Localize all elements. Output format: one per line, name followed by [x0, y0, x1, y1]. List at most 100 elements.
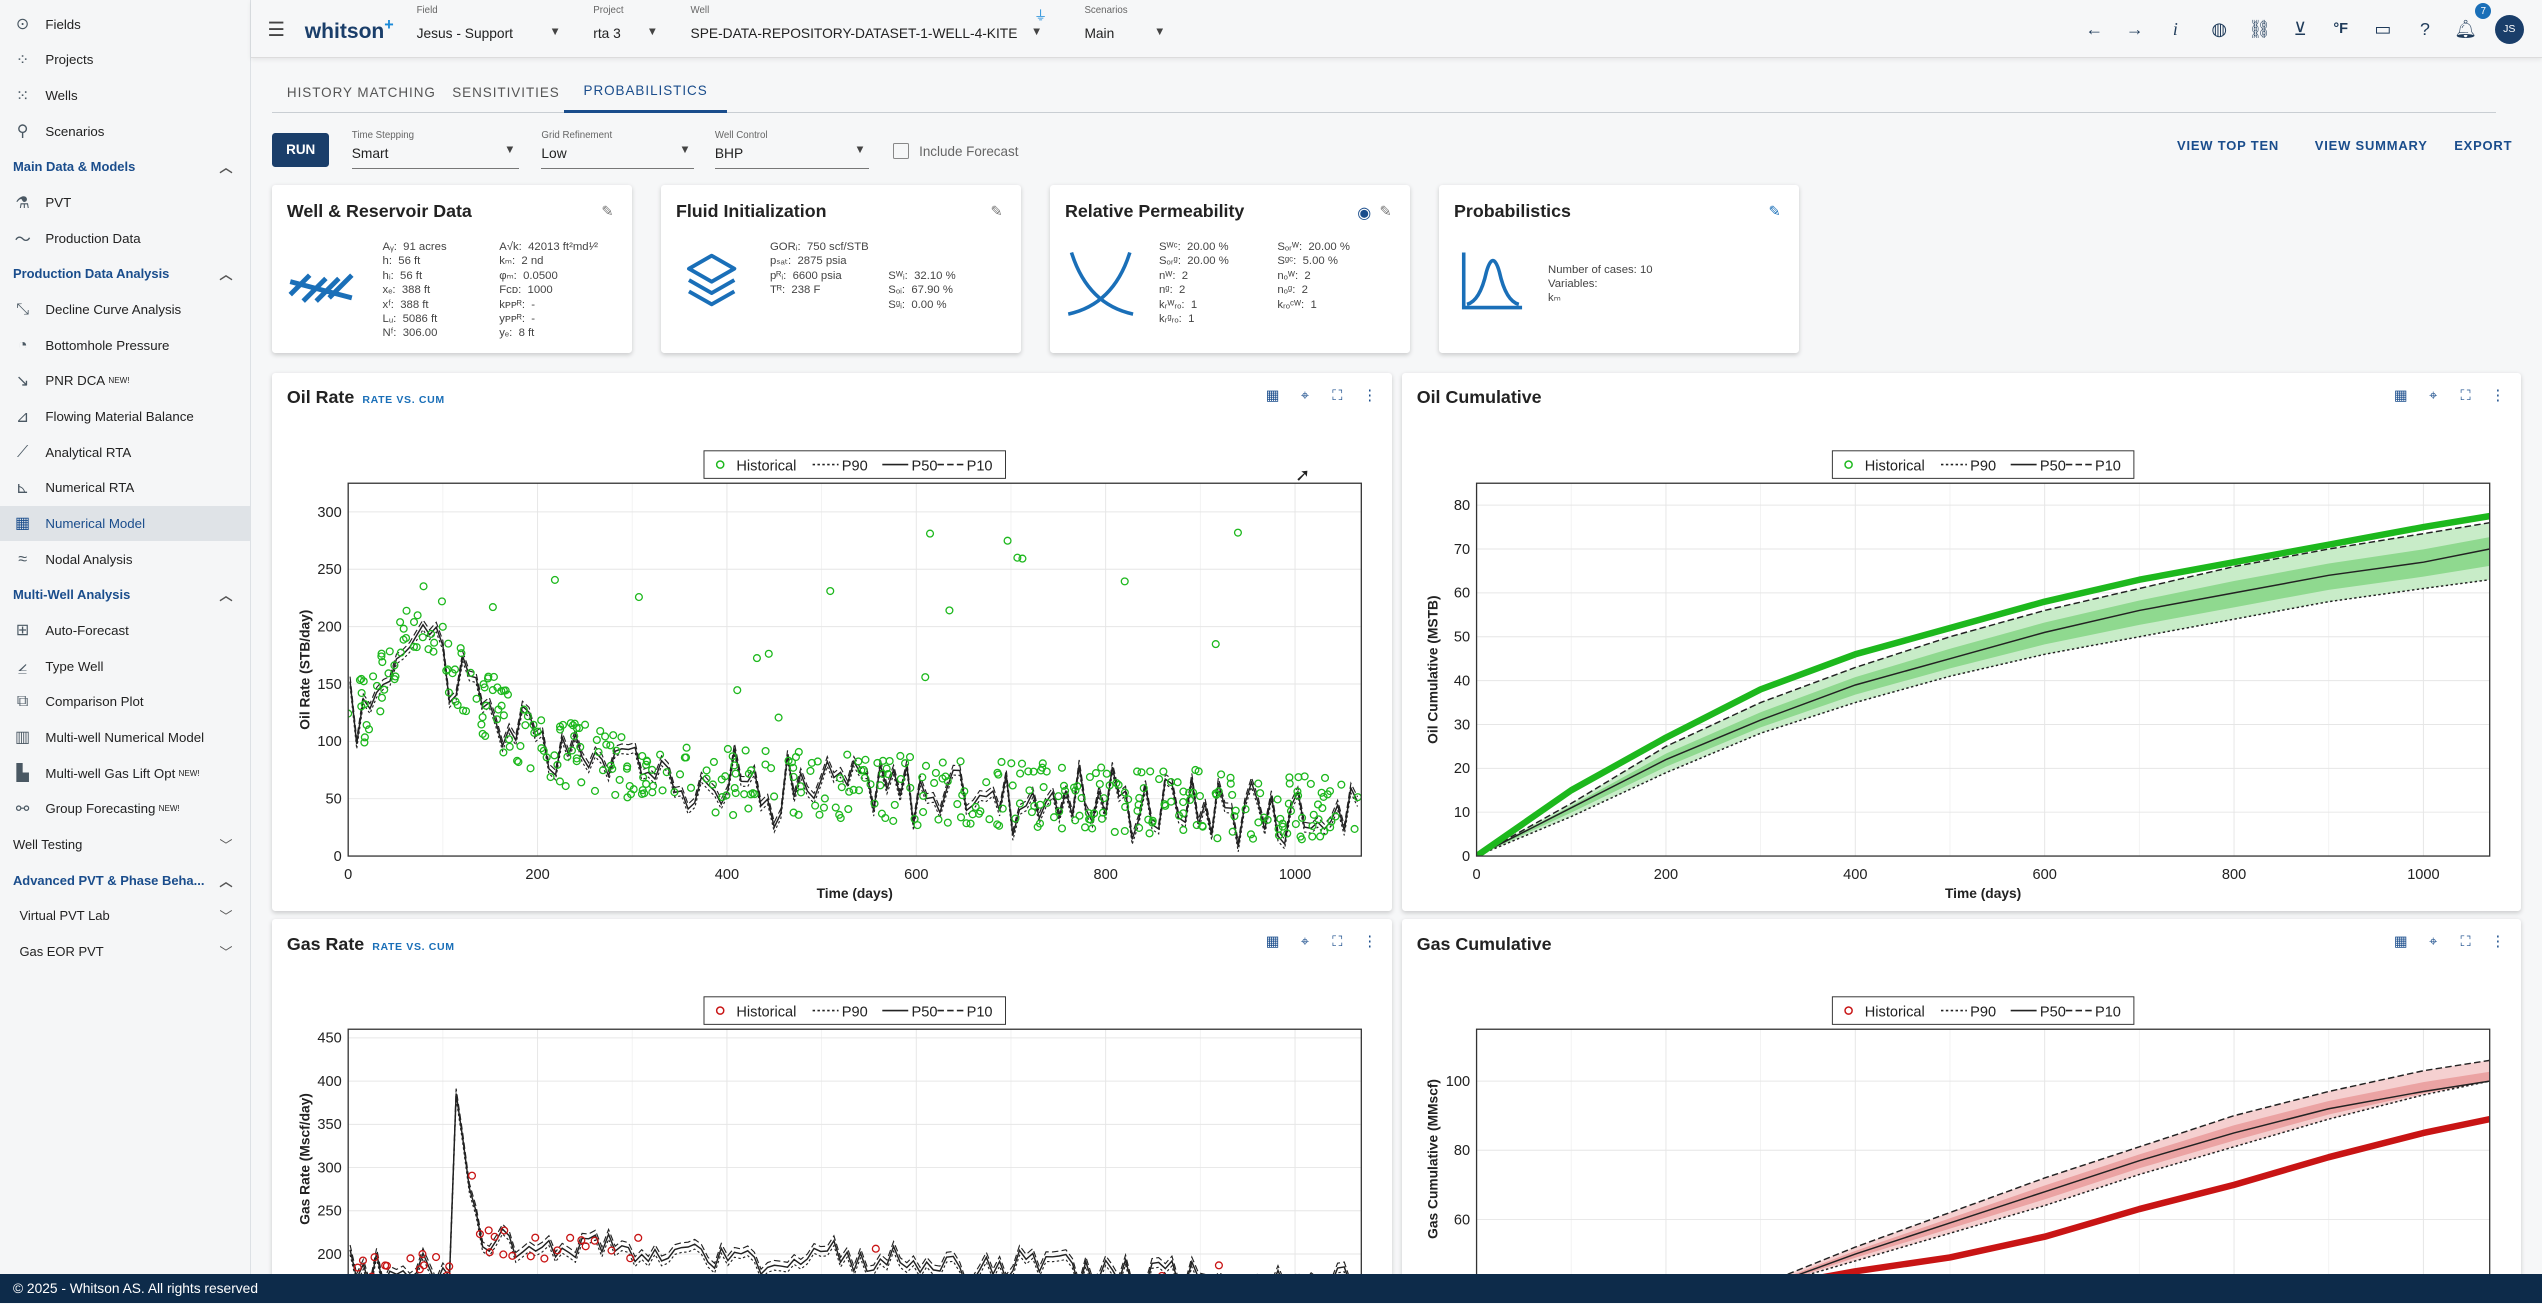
historical-point — [634, 1233, 643, 1242]
sidebar-item-numerical-model[interactable]: ▦ Numerical Model — [0, 505, 251, 542]
project-select[interactable]: Project rta 3 ▼ — [593, 4, 658, 41]
forward-arrow-icon[interactable]: → — [2125, 18, 2144, 39]
tab-sensitivities[interactable]: SENSITIVITIES — [452, 84, 560, 100]
info-icon[interactable]: i — [2172, 18, 2178, 39]
historical-point — [594, 747, 603, 756]
crosshair-icon[interactable]: ⌖ — [1300, 387, 1310, 404]
oil-cumulative-chart[interactable]: 0 200 400 600 800 1000 Time (days) 0 10 20 30 40 50 6… — [1402, 373, 2520, 911]
historical-point — [656, 750, 665, 759]
sidebar-item-numerical-rta[interactable]: ⊾ Numerical RTA — [0, 470, 250, 506]
units-toggle[interactable]: °F — [2333, 21, 2349, 38]
field-select[interactable]: Field Jesus - Support ▼ — [416, 4, 561, 41]
fullscreen-icon[interactable]: ⛶ — [2460, 933, 2471, 950]
table-icon[interactable]: ▦ — [2393, 388, 2408, 404]
sidebar-item-pvt[interactable]: ⚗ PVT — [0, 185, 250, 221]
crosshair-icon[interactable]: ⌖ — [1300, 933, 1310, 950]
table-icon[interactable]: ▦ — [1265, 388, 1280, 404]
sidebar-item-production-data[interactable]: 〜 Production Data — [0, 220, 250, 256]
fullscreen-icon[interactable]: ⛶ — [1332, 933, 1343, 950]
view-top-ten-button[interactable]: VIEW TOP TEN — [2177, 137, 2280, 153]
sidebar-item-bhp[interactable]: ◔ Bottomhole Pressure — [0, 327, 250, 363]
historical-point — [581, 1242, 591, 1251]
section-main-data[interactable]: Main Data & Models ︿ — [12, 159, 233, 176]
oil-rate-chart[interactable]: 0 200 400 600 800 1000 Time (days) 0 50 100 150 200… — [272, 373, 1392, 911]
section-multi-well[interactable]: Multi-Well Analysis ︿ — [12, 587, 233, 604]
sidebar-item-fmb[interactable]: ⊿ Flowing Material Balance — [0, 399, 250, 435]
x-axis-label: Time (days) — [817, 886, 893, 901]
well-control-select[interactable]: Well Control BHP ▼ — [714, 130, 869, 169]
sidebar-item-dca[interactable]: ⤡ Decline Curve Analysis — [0, 292, 250, 328]
time-stepping-select[interactable]: Time Stepping Smart ▼ — [351, 130, 519, 169]
historical-point — [540, 1254, 549, 1263]
more-vert-icon[interactable]: ⋮ — [1362, 934, 1378, 951]
sidebar-item-type-well[interactable]: ⦤ Type Well — [0, 648, 250, 684]
historical-point — [472, 694, 481, 703]
run-button[interactable]: RUN — [272, 132, 330, 167]
table-icon[interactable]: ▦ — [2393, 934, 2408, 951]
crosshair-icon[interactable]: ⌖ — [2429, 933, 2438, 950]
tab-probabilistics[interactable]: PROBABILISTICS — [564, 71, 728, 114]
sidebar-item-gas-lift[interactable]: ▙ Multi-well Gas Lift Opt NEW! — [0, 755, 250, 791]
sidebar-item-fields[interactable]: ⊙ Fields — [0, 6, 250, 42]
grid-refinement-select[interactable]: Grid Refinement Low ▼ — [541, 130, 694, 169]
fullscreen-icon[interactable]: ⛶ — [1332, 387, 1343, 404]
well-select[interactable]: Well SPE-DATA-REPOSITORY-DATASET-1-WELL-4… — [690, 4, 1048, 41]
table-icon[interactable]: ▦ — [1265, 934, 1280, 951]
feedback-icon[interactable]: ▭ — [2374, 18, 2392, 39]
sidebar-item-analytical-rta[interactable]: ⟋ Analytical RTA — [0, 434, 250, 470]
include-forecast-checkbox[interactable] — [893, 142, 910, 159]
export-button[interactable]: EXPORT — [2454, 137, 2513, 153]
section-gas-eor-pvt[interactable]: Gas EOR PVT ﹀ — [19, 943, 233, 960]
link-icon[interactable]: ⛓ — [2248, 18, 2271, 39]
sidebar-item-wells[interactable]: ⁙ Wells — [0, 78, 250, 114]
menu-icon[interactable]: ☰ — [267, 18, 285, 41]
sidebar-item-scenarios[interactable]: ⚲ Scenarios — [0, 113, 250, 149]
section-advanced-pvt[interactable]: Advanced PVT & Phase Beha... ︿ — [12, 872, 233, 889]
sidebar-item-group-forecasting[interactable]: ⚯ Group Forecasting NEW! — [0, 791, 250, 827]
edit-icon[interactable]: ✎ — [990, 203, 1003, 220]
edit-icon[interactable]: ✎ — [1768, 203, 1781, 220]
gas-cumulative-chart[interactable]: 60 80 100 Gas Cumulative (MMscf) Historical P… — [1402, 919, 2520, 1279]
rate-vs-cum-toggle[interactable]: RATE VS. CUM — [372, 940, 455, 953]
back-arrow-icon[interactable]: ← — [2085, 18, 2104, 39]
avatar[interactable]: JS — [2494, 14, 2524, 44]
bell-icon[interactable]: 🔔︎ — [2454, 18, 2477, 39]
tab-history-matching[interactable]: HISTORY MATCHING — [286, 84, 436, 100]
historical-point — [745, 769, 754, 778]
help-icon[interactable]: ? — [2420, 18, 2430, 39]
fullscreen-icon[interactable]: ⛶ — [2460, 387, 2471, 404]
edit-icon[interactable]: ✎ — [1379, 203, 1392, 220]
historical-point — [361, 733, 370, 742]
more-vert-icon[interactable]: ⋮ — [2490, 388, 2506, 404]
sidebar-item-mw-numerical[interactable]: ▥ Multi-well Numerical Model — [0, 720, 250, 756]
sidebar-item-nodal[interactable]: ≈ Nodal Analysis — [0, 541, 250, 577]
section-well-testing[interactable]: Well Testing ﹀ — [12, 836, 233, 853]
gas-rate-chart[interactable]: 200 250 300 350 400 450 Gas Rate (Mscf/day) His… — [272, 919, 1392, 1279]
historical-point — [922, 761, 931, 770]
crosshair-icon[interactable]: ⌖ — [2429, 387, 2438, 404]
historical-point — [1097, 763, 1106, 772]
filter-icon[interactable]: ⏚ — [1034, 7, 1048, 23]
type-well-icon: ⦤ — [18, 656, 28, 675]
section-virtual-pvt-lab[interactable]: Virtual PVT Lab ﹀ — [19, 908, 233, 925]
sidebar-item-pnr-dca[interactable]: ↘ PNR DCA NEW! — [0, 363, 250, 399]
section-production-data-analysis[interactable]: Production Data Analysis ︿ — [12, 266, 233, 283]
historical-point — [876, 781, 885, 790]
view-summary-button[interactable]: VIEW SUMMARY — [2314, 137, 2428, 153]
sidebar-item-comparison[interactable]: ⧉ Comparison Plot — [0, 684, 250, 720]
rate-vs-cum-toggle[interactable]: RATE VS. CUM — [362, 394, 445, 407]
chevron-down-icon: ﹀ — [219, 944, 233, 960]
legend-box — [703, 450, 1007, 479]
download-icon[interactable]: ⊻ — [2293, 18, 2307, 39]
historical-point — [826, 586, 835, 595]
historical-point — [1294, 791, 1303, 800]
eye-icon[interactable]: ◉ — [1357, 203, 1372, 222]
more-vert-icon[interactable]: ⋮ — [1362, 388, 1378, 404]
sidebar-item-auto-forecast[interactable]: ⊞ Auto-Forecast — [0, 613, 250, 649]
globe-icon[interactable]: ◍ — [2211, 18, 2227, 39]
logo[interactable]: whitson+ — [304, 16, 394, 44]
scenario-select[interactable]: Scenarios Main ▼ — [1084, 4, 1166, 41]
sidebar-item-projects[interactable]: ⁘ Projects — [0, 42, 250, 78]
more-vert-icon[interactable]: ⋮ — [2490, 934, 2506, 951]
edit-icon[interactable]: ✎ — [601, 203, 614, 220]
